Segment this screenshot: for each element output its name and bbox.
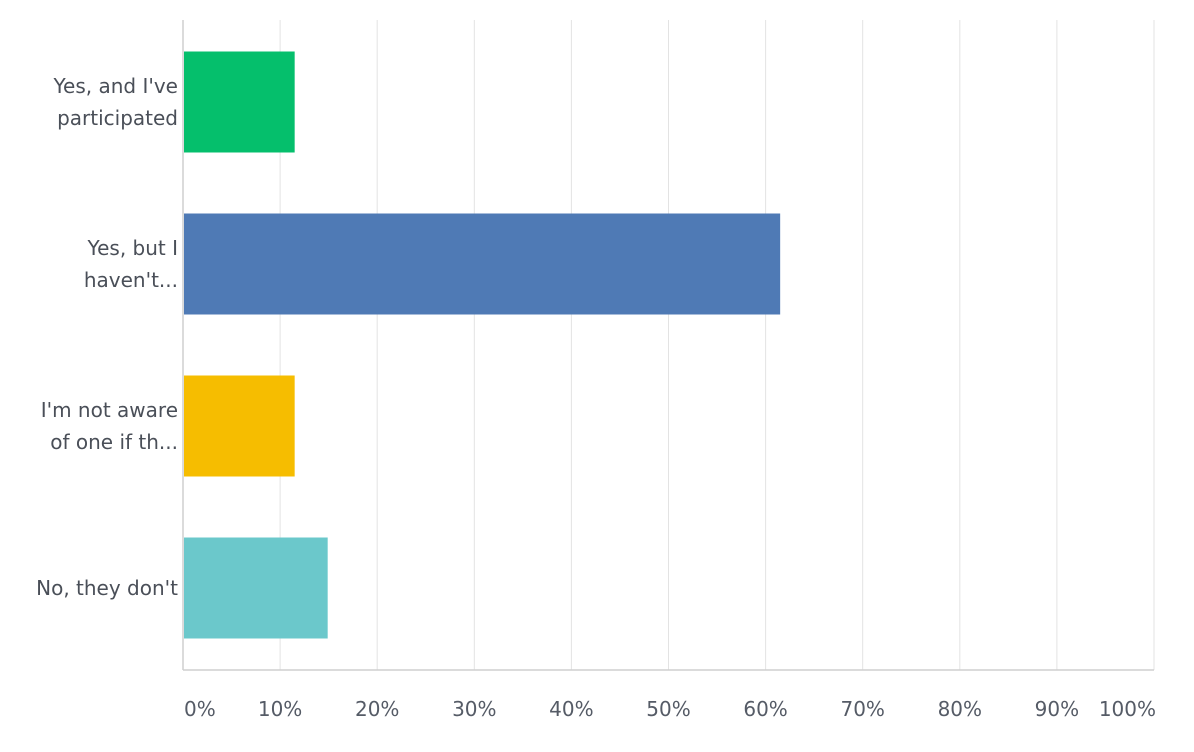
x-tick-label-100: 100% (1099, 697, 1156, 721)
category-label-line: I'm not aware (41, 398, 178, 422)
category-label-2: Yes, but I haven't... (84, 236, 178, 292)
x-tick-label-20: 20% (355, 697, 399, 721)
category-label-line: of one if th... (50, 430, 178, 454)
x-tick-label-0: 0% (184, 697, 216, 721)
category-label-line: participated (57, 106, 178, 130)
bar-4[interactable] (184, 537, 328, 639)
category-label-3: I'm not aware of one if th... (41, 398, 178, 454)
bar-1[interactable] (184, 51, 295, 153)
category-label-1: Yes, and I've participated (52, 74, 178, 130)
bar-2[interactable] (184, 213, 781, 315)
category-label-line: No, they don't (36, 576, 178, 600)
x-tick-label-50: 50% (646, 697, 690, 721)
category-label-line: Yes, and I've (52, 74, 178, 98)
x-tick-label-80: 80% (938, 697, 982, 721)
x-tick-label-60: 60% (743, 697, 787, 721)
category-label-line: Yes, but I (87, 236, 178, 260)
category-labels: Yes, and I've participated Yes, but I haven… (36, 74, 178, 600)
category-label-4: No, they don't (36, 576, 178, 600)
x-tick-label-90: 90% (1035, 697, 1079, 721)
bars (184, 51, 781, 639)
x-tick-label-40: 40% (549, 697, 593, 721)
bar-3[interactable] (184, 375, 295, 477)
x-tick-label-30: 30% (452, 697, 496, 721)
x-tick-label-70: 70% (840, 697, 884, 721)
category-label-line: haven't... (84, 268, 178, 292)
x-tick-label-10: 10% (258, 697, 302, 721)
x-tick-labels: 0% 10% 20% 30% 40% 50% 60% 70% 80% 90% 100% (184, 697, 1156, 721)
gridlines (279, 20, 1155, 670)
